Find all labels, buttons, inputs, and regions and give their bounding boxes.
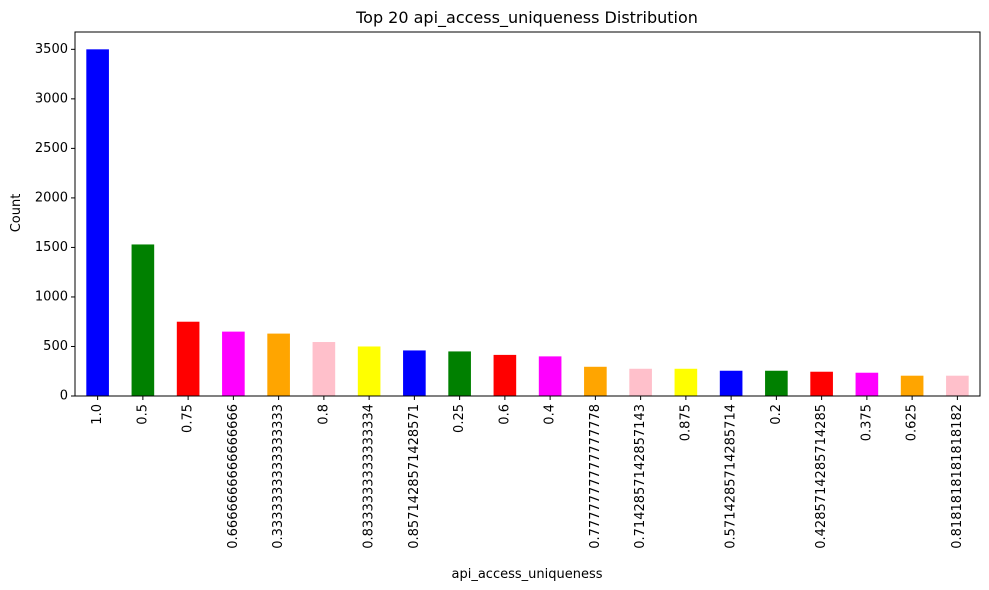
- x-tick-label: 0.375: [859, 404, 874, 441]
- x-tick-label: 0.5: [135, 404, 150, 425]
- bar-0.6: [493, 354, 517, 396]
- bar-0.8: [312, 342, 336, 396]
- y-tick-label: 0: [60, 389, 68, 404]
- bar-0.25: [448, 351, 471, 396]
- x-axis-ticks: 1.0 0.5 0.75 0.6666666666666666 0.3333333333…: [90, 396, 965, 549]
- y-tick-label: 3500: [35, 42, 68, 57]
- bar-0.8571428571428571: [403, 350, 426, 396]
- bar-0.8333333333333334: [357, 346, 381, 396]
- x-tick-label: 0.5714285714285714: [724, 404, 739, 549]
- y-tick-label: 3000: [35, 91, 68, 106]
- x-tick-label: 0.7142857142857143: [633, 404, 648, 549]
- plot-frame: [74, 31, 981, 397]
- bar-0.7142857142857143: [629, 368, 652, 396]
- y-tick-label: 2000: [35, 190, 68, 205]
- bar-0.375: [855, 372, 879, 396]
- x-tick-label: 0.625: [905, 404, 920, 441]
- x-tick-label: 0.25: [452, 404, 467, 433]
- bars-group: [86, 49, 969, 396]
- x-tick-label: 0.7777777777777778: [588, 404, 603, 549]
- bar-1.0: [86, 49, 109, 396]
- y-tick-label: 2500: [35, 141, 68, 156]
- x-tick-label: 0.8571428571428571: [407, 404, 422, 549]
- x-tick-label: 0.2: [769, 404, 784, 425]
- bar-0.2: [765, 370, 788, 396]
- bar-0.75: [176, 321, 200, 396]
- bar-0.625: [900, 375, 924, 396]
- x-tick-label: 0.75: [181, 404, 196, 433]
- x-tick-label: 0.8333333333333334: [362, 404, 377, 549]
- chart-title: Top 20 api_access_uniqueness Distributio…: [355, 8, 698, 28]
- bar-0.5714285714285714: [719, 370, 743, 396]
- bar-0.4285714285714285: [810, 371, 833, 396]
- bar-0.7777777777777778: [584, 366, 607, 396]
- bar-0.875: [674, 368, 698, 396]
- y-axis-label: Count: [9, 194, 24, 233]
- y-tick-label: 1000: [35, 289, 68, 304]
- bar-0.4: [538, 356, 562, 396]
- x-tick-label: 0.4285714285714285: [814, 404, 829, 549]
- bar-0.5: [131, 244, 155, 396]
- y-tick-label: 1500: [35, 240, 68, 255]
- y-axis-ticks: 0 500 1000 1500 2000 2500 3000 3500: [35, 42, 75, 404]
- x-axis-label: api_access_uniqueness: [452, 567, 603, 582]
- x-tick-label: 1.0: [90, 404, 105, 425]
- x-tick-label: 0.8: [316, 404, 331, 425]
- bar-0.6666666666666666: [222, 331, 245, 396]
- x-tick-label: 0.8181818181818182: [950, 404, 965, 549]
- x-tick-label: 0.875: [678, 404, 693, 441]
- x-tick-label: 0.6666666666666666: [226, 404, 241, 549]
- x-tick-label: 0.6: [497, 404, 512, 425]
- bar-0.8181818181818182: [946, 375, 969, 396]
- bar-0.3333333333333333: [267, 333, 290, 396]
- x-tick-label: 0.3333333333333333: [271, 404, 286, 549]
- x-tick-label: 0.4: [543, 404, 558, 425]
- y-tick-label: 500: [43, 339, 68, 354]
